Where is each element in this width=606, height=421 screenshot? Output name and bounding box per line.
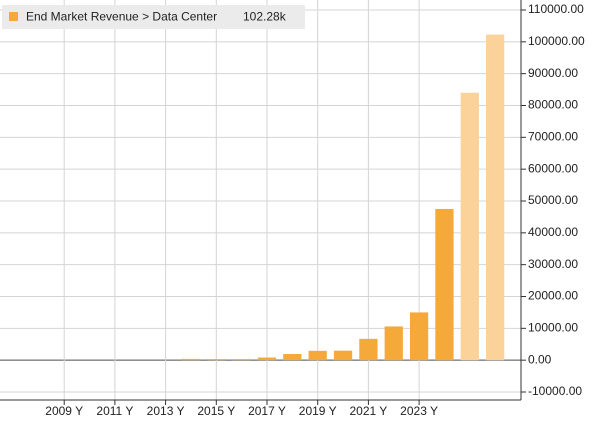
bar	[460, 92, 479, 361]
bar	[333, 350, 353, 361]
y-tick-label: 90000.00	[528, 66, 578, 80]
bar	[409, 312, 429, 361]
y-tick-label: 40000.00	[528, 225, 578, 239]
x-tick-label: 2019 Y	[299, 404, 337, 418]
y-tick-label: 70000.00	[528, 130, 578, 144]
y-tick-label: 60000.00	[528, 161, 578, 175]
y-tick-label: 10000.00	[528, 321, 578, 335]
x-tick-label: 2011 Y	[96, 404, 133, 418]
legend-swatch	[9, 12, 18, 21]
legend-value: 102.28k	[243, 10, 287, 24]
y-tick-label: 0.00	[528, 352, 552, 366]
bar-layer	[181, 34, 505, 361]
bar	[207, 359, 226, 361]
y-tick-label: 80000.00	[528, 98, 578, 112]
legend: End Market Revenue > Data Center 102.28k	[2, 5, 305, 29]
y-tick-label: 100000.00	[528, 34, 585, 48]
x-tick-label: 2013 Y	[147, 404, 185, 418]
legend-label: End Market Revenue > Data Center	[26, 10, 217, 24]
x-tick-label: 2017 Y	[248, 404, 286, 418]
y-tick-label: 110000.00	[528, 2, 584, 16]
bar	[359, 338, 378, 361]
x-tick-label: 2015 Y	[197, 404, 235, 418]
bar	[181, 358, 201, 361]
y-tick-label: 30000.00	[528, 257, 578, 271]
bar	[232, 359, 251, 361]
y-tick-label: -10000.00	[528, 384, 582, 398]
y-tick-label: 50000.00	[528, 193, 578, 207]
legend-box	[2, 5, 305, 29]
y-tick-label: 20000.00	[528, 289, 578, 303]
bar	[384, 326, 403, 361]
bar	[283, 354, 302, 361]
x-tick-label: 2023 Y	[400, 404, 438, 418]
x-tick-label: 2021 Y	[349, 404, 387, 418]
bar	[486, 34, 505, 361]
x-tick-label: 2009 Y	[45, 404, 83, 418]
bar	[257, 357, 277, 361]
bar	[435, 208, 454, 361]
bar	[308, 350, 327, 361]
